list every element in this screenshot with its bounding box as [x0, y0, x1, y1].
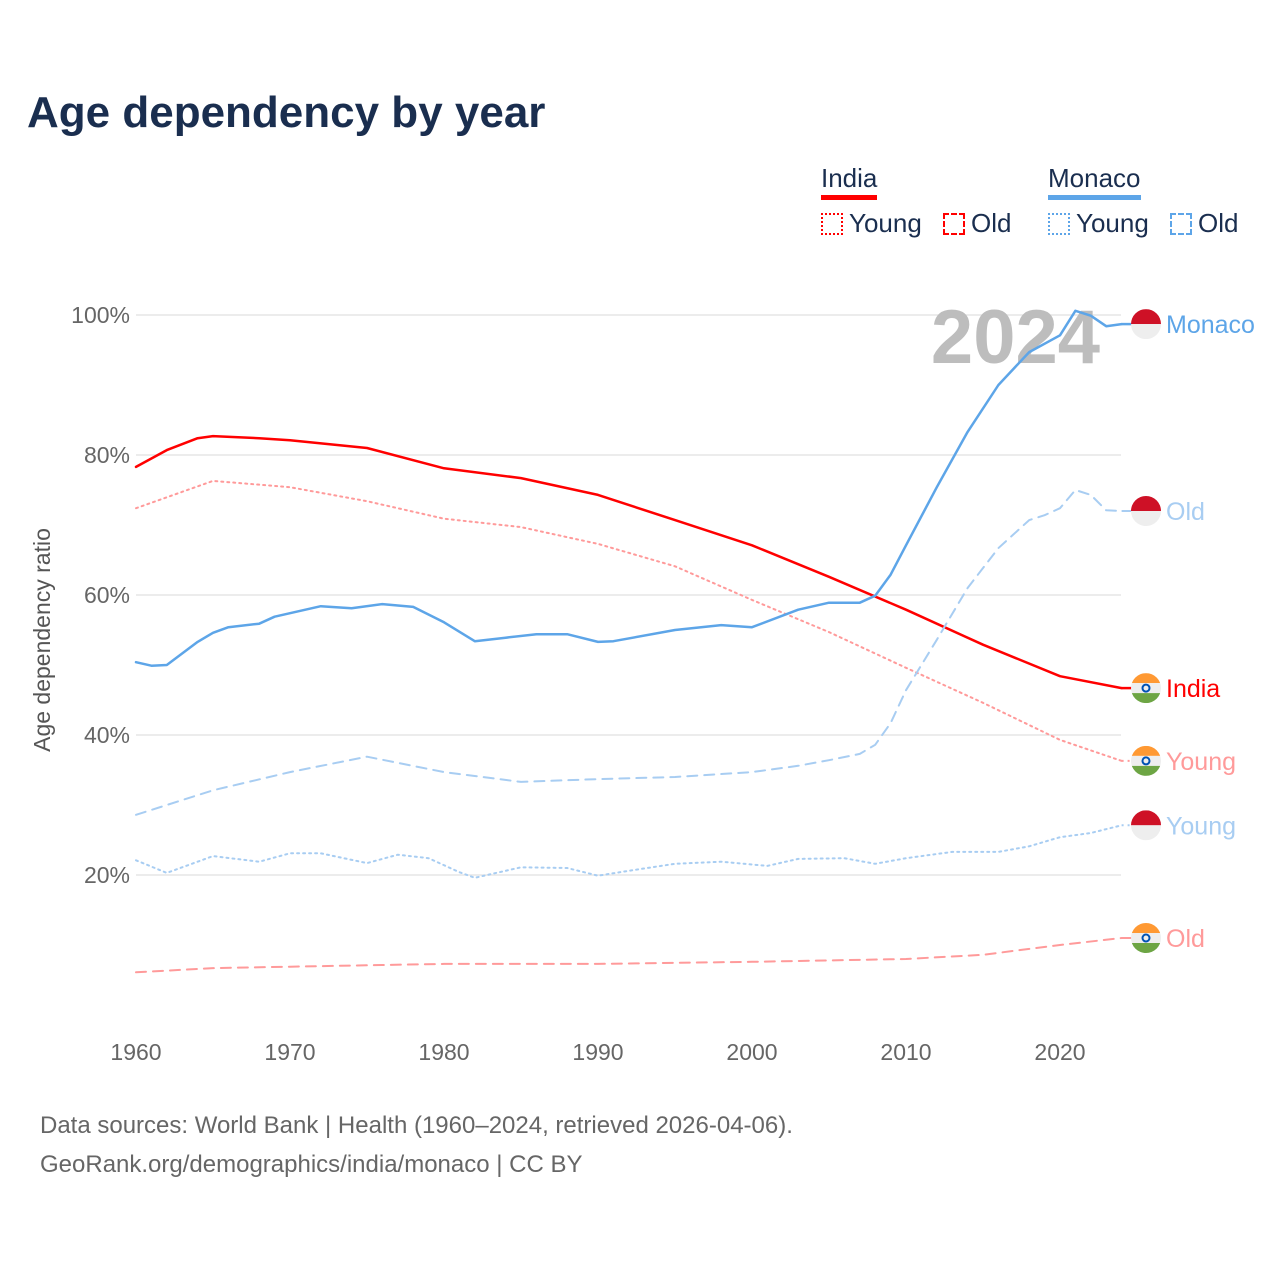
end-label: India: [1166, 675, 1220, 703]
y-tick-label: 80%: [84, 442, 130, 468]
end-label: Young: [1166, 748, 1236, 776]
legend-item-monaco-young[interactable]: Young: [1048, 208, 1149, 239]
y-tick-label: 60%: [84, 582, 130, 608]
legend-item-india-young[interactable]: Young: [821, 208, 922, 239]
end-label: Monaco: [1166, 311, 1255, 339]
monaco-flag-icon: [1131, 496, 1161, 526]
legend-item-india-old[interactable]: Old: [943, 208, 1012, 239]
footer-link[interactable]: GeoRank.org/demographics/india/monaco | …: [40, 1151, 583, 1178]
flag-stripe-white: [1131, 511, 1161, 526]
india-flag-icon: [1131, 673, 1161, 704]
end-label: Old: [1166, 925, 1205, 953]
legend-country-india: India: [821, 163, 878, 200]
chart-title: Age dependency by year: [27, 88, 546, 137]
legend-item-monaco-old[interactable]: Old: [1170, 208, 1239, 239]
series-line-monaco: [134, 309, 1123, 667]
flag-stripe-red: [1131, 496, 1161, 511]
x-tick-label: 2020: [1034, 1039, 1085, 1065]
series-line-monaco-young: [135, 824, 1123, 879]
india-flag-icon: [1131, 923, 1161, 953]
flag-stripe-white: [1131, 933, 1161, 943]
flag-stripe-green: [1131, 693, 1161, 704]
series-line-india-old: [135, 937, 1123, 974]
legend-country-monaco: Monaco: [1048, 163, 1141, 200]
chakra-icon: [1141, 683, 1151, 693]
legend-label: Old: [1198, 208, 1239, 238]
flag-stripe-white: [1131, 825, 1161, 841]
flag-stripe-green: [1131, 943, 1161, 953]
x-tick-label: 2000: [726, 1039, 777, 1065]
dashed-swatch-icon: [943, 212, 966, 235]
series-line-india-young: [135, 479, 1123, 762]
series-line-india: [134, 434, 1123, 690]
flag-stripe-saffron: [1131, 923, 1161, 933]
chakra-icon: [1141, 756, 1151, 766]
dotted-swatch-icon: [821, 212, 843, 235]
x-tick-label: 2010: [880, 1039, 931, 1065]
dotted-swatch-icon: [1048, 212, 1070, 235]
end-label: Old: [1166, 498, 1205, 526]
india-flag-icon: [1131, 745, 1161, 776]
y-tick-label: 20%: [84, 862, 130, 888]
flag-stripe-red: [1131, 810, 1161, 826]
dashed-swatch-icon: [1170, 212, 1193, 235]
end-label: Young: [1166, 812, 1236, 840]
legend-monaco: Monaco Young Old: [1048, 163, 1253, 242]
flag-stripe-green: [1131, 765, 1161, 776]
flag-stripe-white: [1131, 324, 1161, 340]
footer: Data sources: World Bank | Health (1960–…: [40, 1106, 793, 1184]
x-tick-label: 1960: [110, 1039, 161, 1065]
legend-label: Young: [849, 208, 922, 238]
x-tick-label: 1980: [418, 1039, 469, 1065]
legend-india: India Young Old: [821, 163, 1026, 242]
x-tick-label: 1990: [572, 1039, 623, 1065]
flag-stripe-white: [1131, 755, 1161, 766]
series-line-monaco-old: [135, 489, 1123, 816]
monaco-flag-icon: [1131, 309, 1161, 340]
y-tick-label: 100%: [71, 302, 130, 328]
flag-stripe-red: [1131, 309, 1161, 325]
legend-label: Young: [1076, 208, 1149, 238]
y-tick-label: 40%: [84, 722, 130, 748]
flag-stripe-saffron: [1131, 745, 1161, 756]
flag-stripe-white: [1131, 683, 1161, 694]
footer-sources: Data sources: World Bank | Health (1960–…: [40, 1112, 793, 1139]
x-tick-label: 1970: [264, 1039, 315, 1065]
legend-label: Old: [971, 208, 1012, 238]
y-axis-label: Age dependency ratio: [29, 528, 55, 752]
flag-stripe-saffron: [1131, 673, 1161, 684]
monaco-flag-icon: [1131, 810, 1161, 841]
chakra-icon: [1141, 933, 1151, 943]
